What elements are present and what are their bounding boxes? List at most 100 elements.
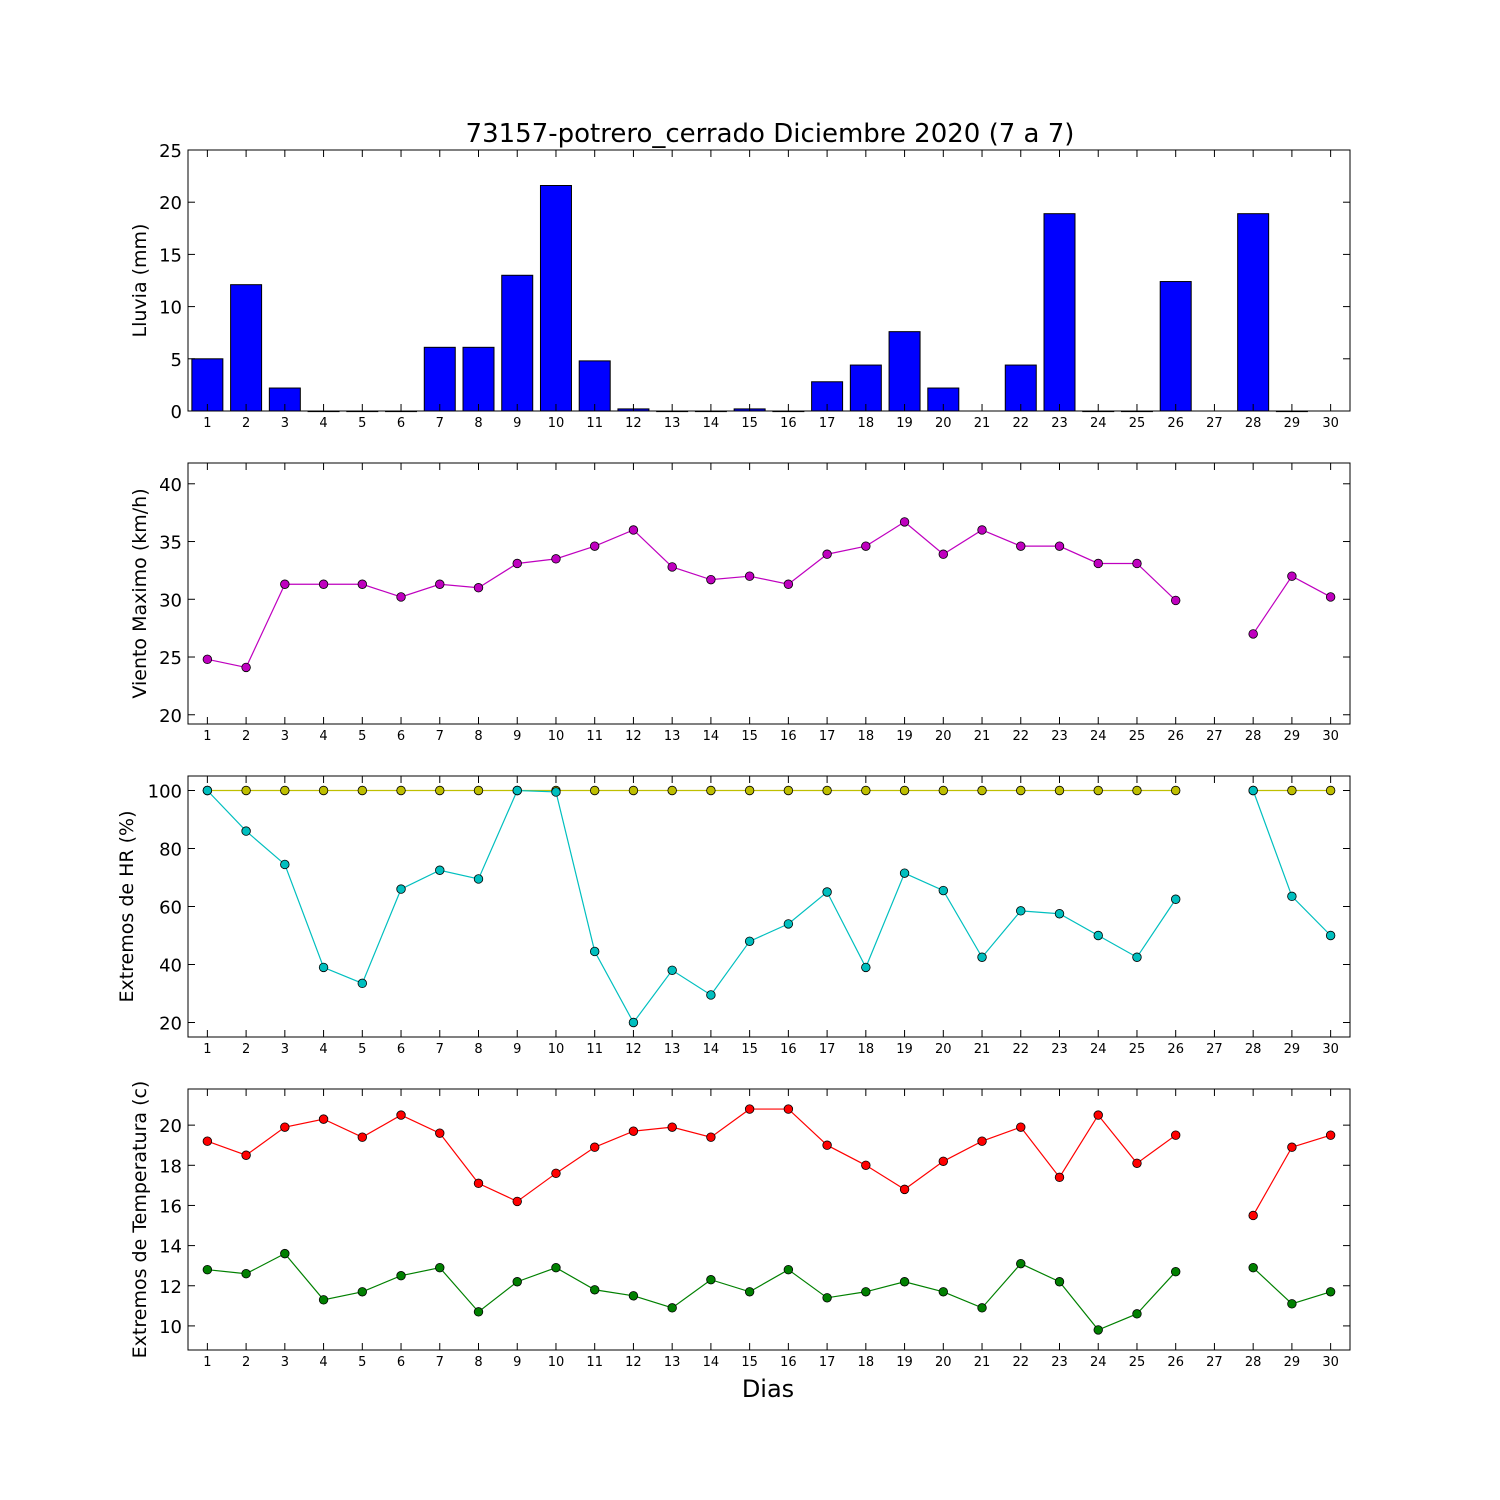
humidity-series-2-point-day-24 (1093, 930, 1103, 941)
rain-xtick-label: 29 (1284, 416, 1301, 431)
humidity-series-2-point-day-3 (280, 859, 290, 870)
wind-series-1-point-day-19 (899, 517, 910, 527)
rain-xtick-label: 4 (319, 416, 327, 431)
rain-bar-day-7 (423, 346, 456, 412)
rain-xtick-label: 18 (858, 416, 875, 431)
wind-xtick-label: 24 (1090, 729, 1107, 744)
temperature-xtick-label: 3 (281, 1355, 289, 1370)
wind-series-1-point-day-26 (1170, 595, 1181, 606)
temperature-series-2-point-day-15 (744, 1287, 755, 1297)
temperature-series-2-point-day-14 (706, 1275, 716, 1285)
rain-xtick-label: 13 (664, 416, 681, 431)
temperature-series-2-point-day-19 (899, 1277, 910, 1287)
humidity-xtick-label: 3 (281, 1042, 289, 1057)
humidity-series-2-point-day-4 (318, 962, 329, 973)
wind-xtick-label: 1 (203, 729, 211, 744)
temperature-ytick-label: 20 (159, 1116, 182, 1137)
wind-series-1-point-day-15 (744, 571, 755, 581)
wind-xtick-label: 8 (474, 729, 482, 744)
humidity-series-1-point-day-15 (744, 785, 755, 796)
wind-series-1-point-day-21 (977, 525, 987, 535)
rain-bar-day-1 (191, 358, 224, 412)
temperature-series-1-point-day-13 (667, 1122, 677, 1132)
rain-xtick-label: 9 (513, 416, 521, 431)
rain-xtick-label: 28 (1245, 416, 1262, 431)
rain-bar-day-22 (1004, 364, 1037, 412)
humidity-series-2-point-day-16 (783, 919, 794, 929)
humidity-xtick-label: 30 (1322, 1042, 1339, 1057)
wind-xtick-label: 26 (1167, 729, 1184, 744)
wind-xtick-label: 29 (1284, 729, 1301, 744)
wind-xtick-label: 9 (513, 729, 521, 744)
wind-series-1-point-day-17 (822, 549, 832, 559)
wind-xtick-label: 21 (974, 729, 991, 744)
humidity-series-1-point-day-22 (1016, 785, 1026, 796)
humidity-xtick-label: 20 (935, 1042, 952, 1057)
temperature-series-1-line-1 (207, 1108, 1177, 1203)
humidity-xtick-label: 23 (1051, 1042, 1068, 1057)
humidity-ytick-label: 40 (159, 956, 182, 977)
rain-xtick-label: 1 (203, 416, 211, 431)
humidity-series-2-point-day-22 (1016, 906, 1026, 916)
wind-series-1-point-day-13 (667, 562, 677, 572)
wind-axes-frame (187, 462, 1351, 725)
wind-series-1-point-day-14 (706, 574, 716, 585)
temperature-series-2-point-day-2 (241, 1269, 251, 1279)
humidity-y-axis-label: Extremos de HR (%) (116, 810, 138, 1002)
temperature-series-1-point-day-11 (590, 1142, 600, 1152)
rain-xtick-label: 23 (1051, 416, 1068, 431)
temperature-series-2-point-day-30 (1325, 1287, 1336, 1297)
humidity-ytick-label: 80 (159, 840, 182, 861)
rain-ytick-label: 15 (159, 245, 182, 266)
rain-bar-day-28 (1237, 213, 1270, 412)
humidity-series-1-point-day-19 (899, 785, 910, 796)
wind-series-1-point-day-28 (1248, 629, 1258, 639)
wind-xtick-label: 27 (1206, 729, 1223, 744)
rain-bar-day-18 (849, 364, 882, 412)
temperature-series-2-point-day-28 (1248, 1262, 1258, 1273)
humidity-series-1-point-day-16 (783, 785, 794, 796)
humidity-series-1-point-day-5 (357, 785, 368, 796)
temperature-series-1-point-day-6 (396, 1110, 406, 1120)
humidity-series-2-point-day-23 (1054, 909, 1065, 919)
humidity-series-2-point-day-28 (1248, 785, 1258, 796)
wind-xtick-label: 19 (896, 729, 913, 744)
temperature-xtick-label: 19 (896, 1355, 913, 1370)
temperature-series-1-point-day-22 (1016, 1122, 1026, 1132)
humidity-xtick-label: 11 (586, 1042, 603, 1057)
humidity-xtick-label: 26 (1167, 1042, 1184, 1057)
humidity-series-1-point-day-11 (590, 785, 600, 796)
humidity-ytick-label: 20 (159, 1014, 182, 1035)
temperature-series-1-point-day-9 (512, 1196, 522, 1207)
rain-bar-day-26 (1159, 281, 1192, 412)
temperature-series-1-point-day-7 (435, 1128, 445, 1138)
temperature-series-2-point-day-20 (938, 1287, 949, 1297)
humidity-xtick-label: 15 (741, 1042, 758, 1057)
wind-series-1-point-day-29 (1287, 571, 1297, 581)
temperature-series-1-point-day-23 (1054, 1172, 1065, 1183)
wind-xtick-label: 11 (586, 729, 603, 744)
wind-series-1-point-day-8 (473, 583, 484, 593)
humidity-series-2-point-day-15 (744, 936, 755, 947)
temperature-series-2-point-day-25 (1132, 1309, 1142, 1319)
wind-series-1-point-day-25 (1132, 558, 1142, 569)
wind-ytick-label: 40 (159, 475, 182, 496)
temperature-series-1-point-day-17 (822, 1140, 832, 1150)
temperature-series-2-point-day-6 (396, 1271, 406, 1281)
humidity-series-1-point-day-3 (280, 785, 290, 796)
temperature-series-2-point-day-11 (590, 1285, 600, 1295)
temperature-series-2-point-day-21 (977, 1303, 987, 1313)
humidity-series-1-point-day-7 (435, 785, 445, 796)
wind-ytick-label: 25 (159, 648, 182, 669)
temperature-series-1-point-day-5 (357, 1132, 368, 1142)
wind-series-1-point-day-22 (1016, 541, 1026, 551)
temperature-series-1-point-day-29 (1287, 1142, 1297, 1152)
wind-xtick-label: 18 (858, 729, 875, 744)
temperature-series-1-point-day-26 (1170, 1130, 1181, 1140)
temperature-xtick-label: 23 (1051, 1355, 1068, 1370)
humidity-series-1-point-day-17 (822, 785, 832, 796)
